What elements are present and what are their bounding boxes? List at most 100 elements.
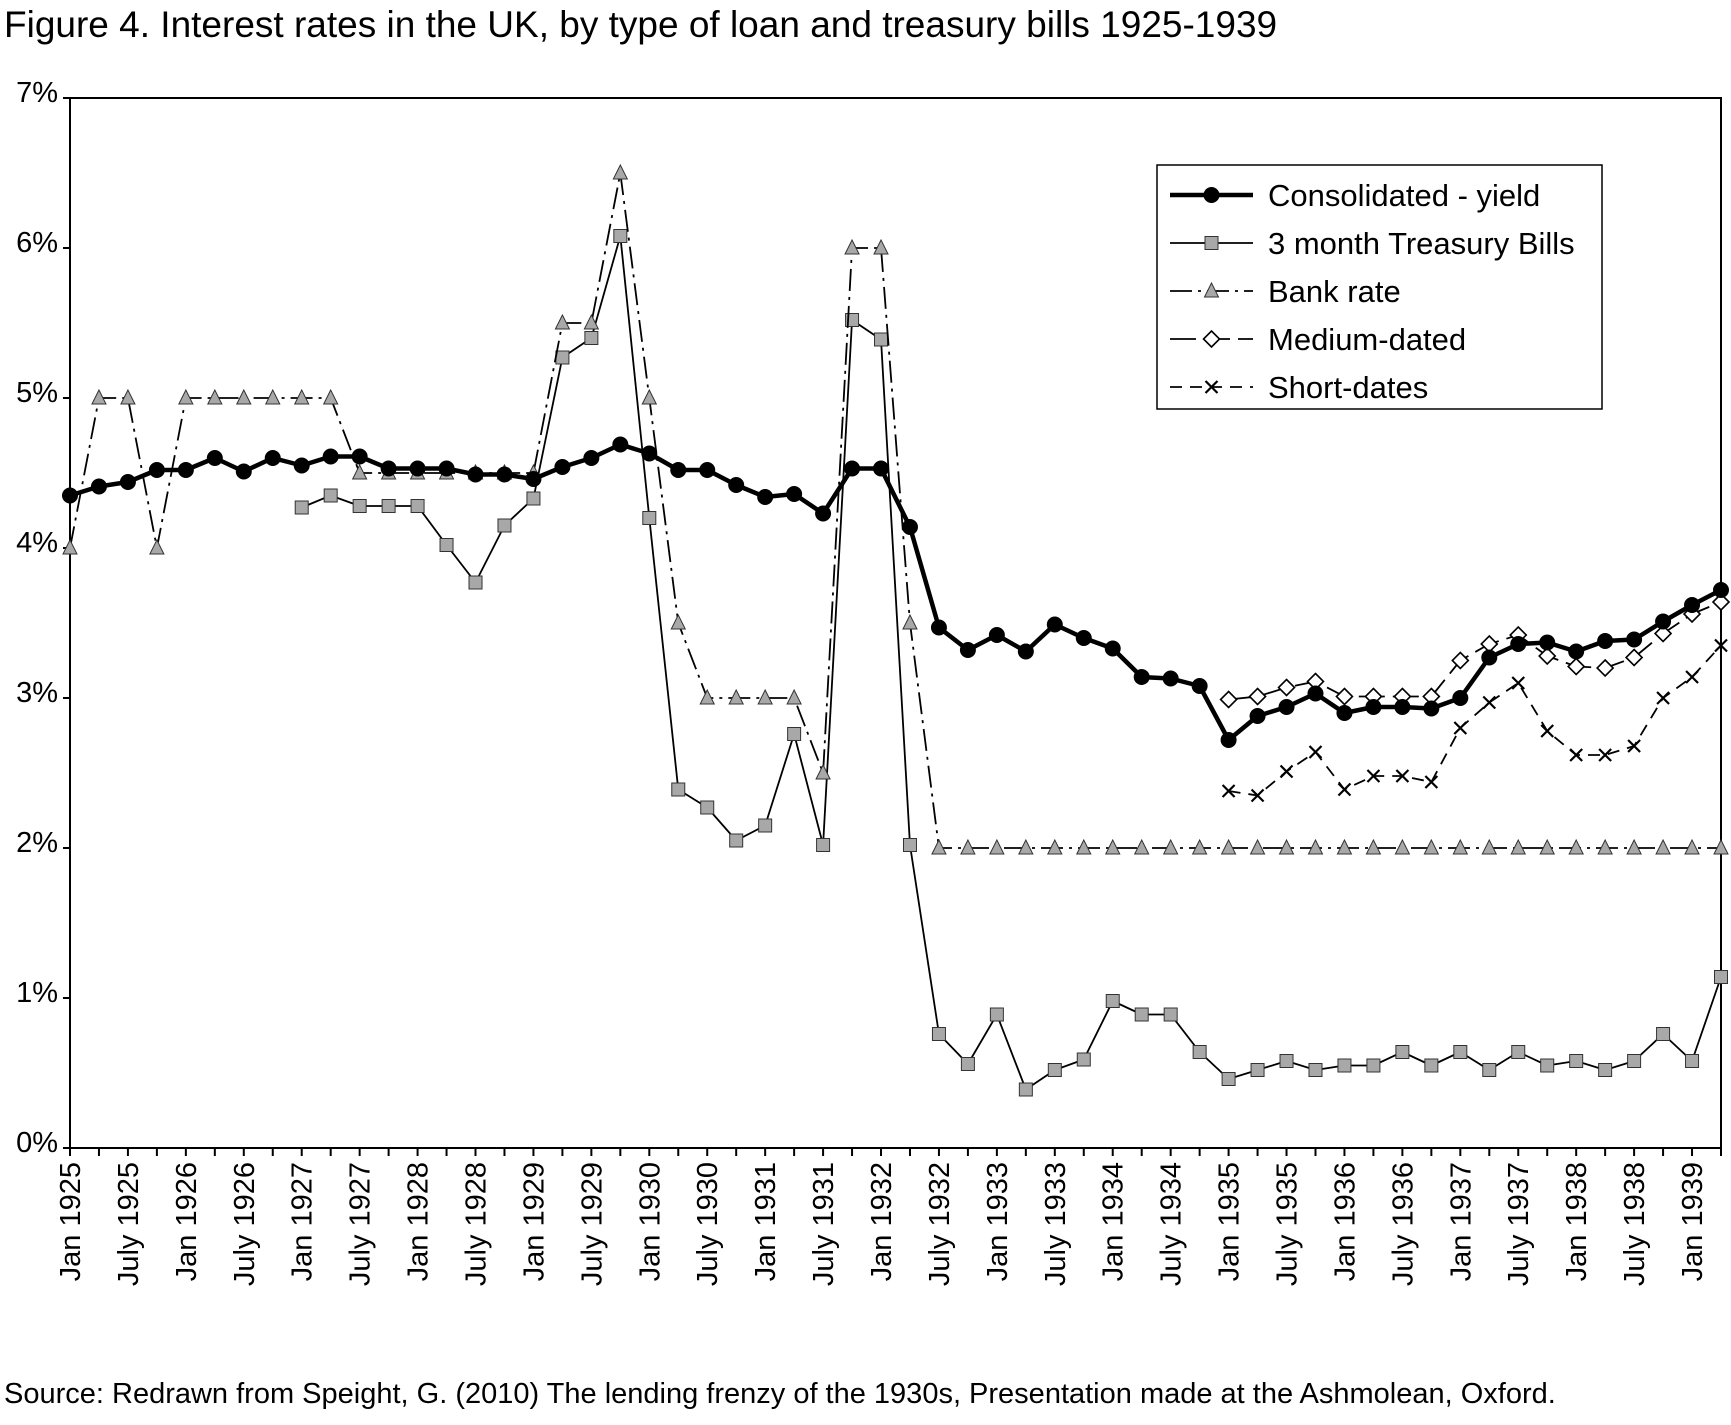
x-tick-label: July 1934 (1156, 1162, 1188, 1286)
data-point (525, 471, 542, 487)
data-point (1018, 1082, 1033, 1097)
legend-marker (1203, 187, 1220, 203)
axis-ticks: 0% 1% 2% 3% 4% 5% 6% 7% Jan 1925 July 1925 Jan 192… (16, 77, 1722, 1286)
data-point (1307, 838, 1324, 855)
data-point (1220, 838, 1237, 855)
data-point (438, 460, 455, 477)
data-point (844, 238, 860, 255)
data-point (1046, 838, 1063, 855)
data-point (1685, 670, 1699, 684)
data-point (1075, 838, 1092, 855)
data-point (1655, 838, 1671, 855)
data-point (293, 457, 310, 474)
data-point (786, 486, 803, 502)
data-point (612, 163, 629, 180)
data-point (873, 460, 890, 477)
data-point (816, 838, 831, 852)
x-tick-label: Jan 1931 (750, 1162, 782, 1281)
data-point (1250, 788, 1265, 803)
data-point (1221, 1072, 1236, 1086)
data-point (1394, 699, 1411, 715)
data-point (786, 688, 802, 705)
data-point (757, 688, 773, 705)
plot-area-frame (69, 97, 1722, 1149)
data-point (1684, 838, 1700, 855)
data-point (1539, 634, 1556, 651)
data-point (1192, 1045, 1207, 1059)
data-point (700, 800, 715, 815)
data-point (1511, 676, 1526, 690)
data-point (294, 500, 309, 515)
data-point (988, 627, 1005, 643)
data-point (1221, 784, 1236, 798)
x-tick-label: July 1929 (576, 1162, 608, 1286)
data-point (1714, 970, 1728, 984)
y-tick-label: 3% (16, 677, 58, 709)
data-point (1337, 782, 1352, 797)
data-point (1714, 638, 1728, 653)
data-point (554, 313, 571, 330)
data-point (1104, 640, 1121, 657)
data-point (930, 619, 947, 636)
data-point (1482, 1063, 1497, 1077)
x-tick-label: July 1928 (461, 1162, 493, 1286)
data-point (815, 763, 831, 780)
data-point (931, 1027, 946, 1041)
data-point (91, 388, 107, 405)
data-point (235, 463, 252, 480)
data-point (1335, 687, 1354, 706)
data-point (1366, 769, 1381, 783)
data-point (496, 466, 513, 483)
x-tick-label: Jan 1928 (403, 1162, 435, 1281)
data-point (787, 727, 802, 741)
data-point (1713, 838, 1729, 855)
data-point (352, 499, 367, 513)
data-point (381, 499, 396, 513)
data-point (1017, 643, 1034, 660)
legend-marker (1204, 236, 1219, 250)
data-point (1598, 1063, 1613, 1077)
data-point (1133, 838, 1150, 855)
data-point (526, 491, 541, 506)
data-point (583, 450, 600, 466)
data-point (1569, 748, 1583, 762)
legend-label: Medium-dated (1268, 322, 1466, 357)
data-point (1567, 657, 1586, 676)
data-point (1191, 678, 1208, 694)
data-point (1219, 690, 1238, 709)
data-point (1627, 1054, 1642, 1068)
data-point (1307, 685, 1324, 702)
data-point (1105, 994, 1120, 1008)
y-tick-label: 5% (16, 377, 58, 409)
x-tick-label: Jan 1933 (982, 1162, 1014, 1281)
data-point (1046, 616, 1063, 633)
data-point (1510, 838, 1527, 855)
data-point (729, 833, 744, 848)
data-point (1626, 838, 1642, 855)
data-point (1481, 649, 1498, 666)
data-point (206, 450, 223, 466)
x-tick-label: Jan 1936 (1329, 1162, 1361, 1281)
data-point (1540, 724, 1554, 738)
y-tick-label: 2% (16, 827, 58, 859)
data-point (873, 238, 889, 255)
y-tick-label: 7% (16, 77, 58, 109)
x-tick-label: Jan 1925 (55, 1162, 87, 1281)
data-point (584, 331, 599, 345)
data-point (1423, 838, 1440, 855)
data-point (1394, 838, 1411, 855)
data-point (1423, 700, 1440, 717)
data-point (699, 462, 716, 478)
data-point (1250, 1063, 1265, 1077)
data-point (1568, 838, 1584, 855)
data-point (1047, 1063, 1062, 1077)
data-point (670, 613, 687, 630)
data-point (613, 229, 628, 243)
data-point (874, 332, 889, 347)
x-tick-label: Jan 1932 (866, 1162, 898, 1281)
data-point (1627, 739, 1641, 753)
data-point (1337, 1058, 1352, 1073)
data-point (1134, 1007, 1149, 1022)
data-point (1395, 1045, 1410, 1059)
